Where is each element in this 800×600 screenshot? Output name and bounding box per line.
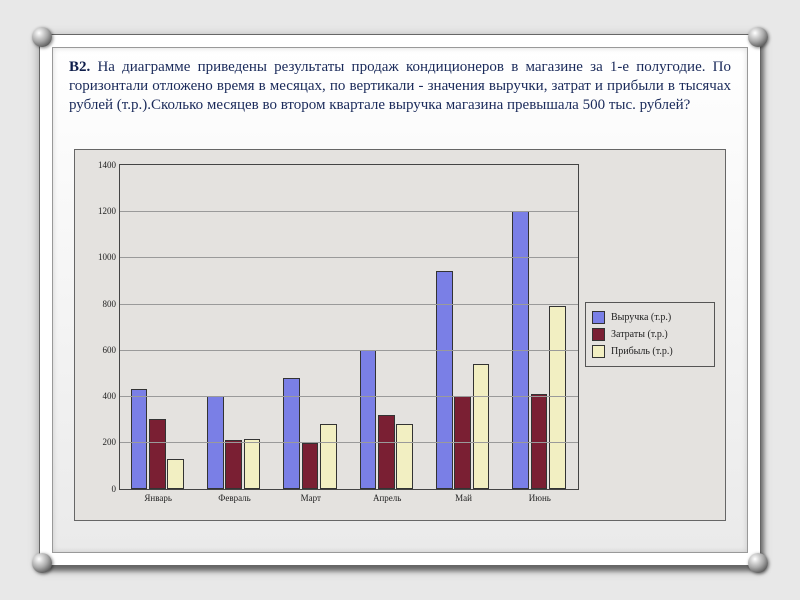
y-tick-label: 0 xyxy=(112,484,117,494)
plot: 0200400600800100012001400ЯнварьФевральМа… xyxy=(119,164,579,490)
bar xyxy=(549,306,566,489)
bar xyxy=(149,419,166,488)
problem-body: На диаграмме приведены результаты продаж… xyxy=(69,59,731,113)
gridline xyxy=(120,257,578,258)
y-tick-label: 1200 xyxy=(98,206,116,216)
pin-icon xyxy=(32,27,52,47)
bar xyxy=(244,439,261,489)
legend-label: Прибыль (т.р.) xyxy=(611,346,673,357)
bar xyxy=(360,350,377,489)
paper: В2. На диаграмме приведены результаты пр… xyxy=(39,34,761,566)
legend-label: Выручка (т.р.) xyxy=(611,312,671,323)
bar xyxy=(473,364,490,489)
legend-swatch xyxy=(592,311,605,324)
bar xyxy=(378,415,395,489)
x-tick-label: Февраль xyxy=(218,493,251,503)
gridline xyxy=(120,304,578,305)
bar xyxy=(320,424,337,489)
bar xyxy=(302,443,319,489)
problem-text: В2. На диаграмме приведены результаты пр… xyxy=(69,58,731,116)
chart-box: 0 200 400 600 800 1000 1200 1400 Январь Февраль Ма… xyxy=(74,149,726,521)
bar xyxy=(396,424,413,489)
bar xyxy=(225,440,242,489)
legend-label: Затраты (т.р.) xyxy=(611,329,668,340)
x-tick-label: Март xyxy=(301,493,321,503)
x-tick-label: Январь xyxy=(144,493,172,503)
y-tick-label: 1000 xyxy=(98,252,116,262)
x-tick-label: Апрель xyxy=(373,493,401,503)
chart-wrap: 0 200 400 600 800 1000 1200 1400 Январь Февраль Ма… xyxy=(67,122,733,548)
legend-swatch xyxy=(592,328,605,341)
gridline xyxy=(120,211,578,212)
pin-icon xyxy=(748,553,768,573)
y-tick-label: 600 xyxy=(103,345,117,355)
x-tick-label: Май xyxy=(455,493,472,503)
pin-icon xyxy=(748,27,768,47)
bar xyxy=(131,389,148,489)
y-tick-label: 800 xyxy=(103,299,117,309)
content-card: В2. На диаграмме приведены результаты пр… xyxy=(52,47,748,553)
y-tick-label: 400 xyxy=(103,391,117,401)
problem-label: В2. xyxy=(69,59,90,75)
gridline xyxy=(120,396,578,397)
gridline xyxy=(120,350,578,351)
pin-icon xyxy=(32,553,52,573)
y-tick-label: 200 xyxy=(103,437,117,447)
legend: Выручка (т.р.) Затраты (т.р.) Прибыль (т.р… xyxy=(585,302,715,367)
legend-swatch xyxy=(592,345,605,358)
legend-item: Затраты (т.р.) xyxy=(592,326,708,343)
gridline xyxy=(120,442,578,443)
legend-item: Прибыль (т.р.) xyxy=(592,343,708,360)
chart-plot-area: 0200400600800100012001400ЯнварьФевральМа… xyxy=(119,164,579,490)
stage: В2. На диаграмме приведены результаты пр… xyxy=(0,0,800,600)
legend-item: Выручка (т.р.) xyxy=(592,309,708,326)
bars-layer xyxy=(120,165,578,489)
x-tick-label: Июнь xyxy=(529,493,551,503)
y-tick-label: 1400 xyxy=(98,160,116,170)
bar xyxy=(167,459,184,489)
bar xyxy=(283,378,300,489)
bar xyxy=(531,394,548,489)
